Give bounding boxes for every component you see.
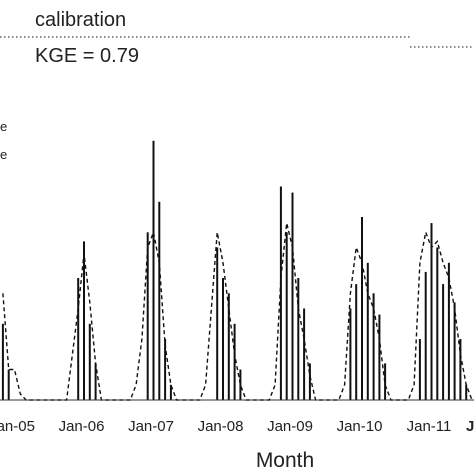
observed-bar — [442, 284, 445, 400]
observed-bar — [279, 186, 282, 400]
x-tick-label: Jan-06 — [59, 418, 105, 435]
x-tick-labels: Jan-05 Jan-06 Jan-07 Jan-08 Jan-09 Jan-10 Jan-… — [0, 418, 474, 435]
observed-bar — [436, 247, 439, 400]
x-tick-label: Jan-05 — [0, 418, 35, 435]
observed-bar — [77, 278, 80, 400]
observed-bar — [453, 302, 456, 400]
chart-header: calibration KGE = 0.79 e e — [0, 9, 474, 162]
observed-bar — [418, 339, 421, 400]
legend-fragment-2: e — [0, 147, 7, 162]
x-tick-label: J — [466, 418, 474, 435]
simulated-line — [2, 222, 474, 401]
observed-bars — [1, 140, 468, 401]
observed-bar — [222, 278, 224, 400]
x-tick-label: Jan-11 — [407, 418, 452, 435]
observed-bar — [303, 308, 306, 400]
period-label: calibration — [35, 9, 126, 31]
observed-bar — [88, 323, 91, 401]
observed-bar — [169, 384, 172, 401]
observed-bar — [233, 323, 236, 401]
x-tick-label: Jan-09 — [267, 418, 313, 435]
observed-bar — [366, 262, 369, 401]
observed-bar — [152, 140, 155, 401]
observed-bar — [447, 262, 450, 401]
observed-bar — [291, 192, 294, 400]
observed-bar — [1, 323, 4, 401]
observed-bar — [378, 314, 381, 400]
observed-bar — [164, 339, 167, 400]
observed-bar — [355, 284, 358, 400]
observed-bar — [7, 369, 10, 400]
observed-bar — [297, 278, 300, 400]
observed-bar — [239, 369, 242, 400]
observed-bar — [424, 271, 427, 400]
x-axis-title: Month — [256, 449, 314, 472]
x-tick-label: Jan-07 — [128, 418, 174, 435]
observed-bar — [227, 293, 230, 401]
legend-fragment-1: e — [0, 119, 7, 134]
observed-bar — [158, 201, 161, 401]
observed-bar — [349, 308, 352, 400]
observed-bar — [216, 247, 219, 400]
observed-bar — [83, 241, 85, 400]
x-tick-label: Jan-10 — [337, 418, 383, 435]
observed-bar — [308, 363, 311, 400]
observed-bar — [459, 339, 462, 400]
observed-bar — [372, 293, 375, 401]
x-tick-label: Jan-08 — [198, 418, 244, 435]
observed-bar — [465, 384, 468, 401]
observed-bar — [94, 363, 97, 400]
observed-bar — [285, 232, 288, 401]
observed-bar — [361, 217, 363, 400]
observed-bar — [430, 223, 433, 400]
kge-metric-text: KGE = 0.79 — [35, 45, 139, 67]
observed-bar — [146, 232, 149, 401]
